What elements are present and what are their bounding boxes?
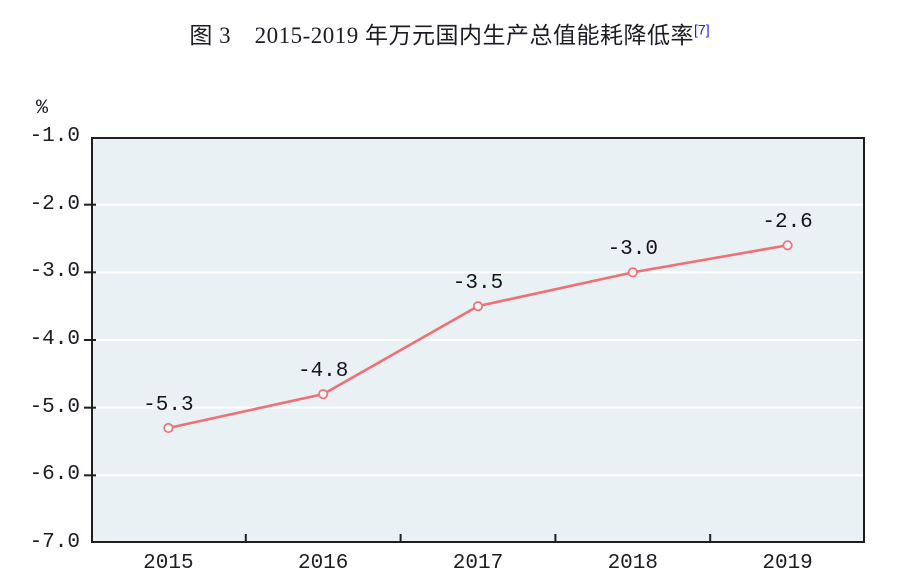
- data-point-label: -2.6: [762, 211, 813, 235]
- plot-area: [91, 137, 865, 543]
- data-point-label: -5.3: [143, 393, 194, 417]
- y-axis-unit-label: %: [35, 97, 48, 120]
- data-point-label: -3.5: [452, 272, 504, 296]
- y-axis-tick-label: -7.0: [29, 531, 80, 554]
- chart-title: 图 3 2015-2019 年万元国内生产总值能耗降低率[7]: [0, 16, 899, 50]
- y-axis-tick-label: -3.0: [29, 260, 80, 284]
- y-axis-tick-label: -1.0: [29, 125, 80, 148]
- x-axis-tick-label: 2019: [762, 552, 813, 575]
- y-axis-tick-label: -4.0: [29, 328, 80, 351]
- chart-title-text: 图 3 2015-2019 年万元国内生产总值能耗降低率: [189, 23, 695, 48]
- x-axis-tick-label: 2016: [297, 552, 349, 575]
- x-axis-tick-label: 2017: [452, 552, 504, 575]
- chart-title-footnote-marker: [7]: [694, 21, 710, 38]
- x-axis-tick-label: 2015: [143, 552, 194, 575]
- x-axis-tick-label: 2018: [607, 552, 658, 575]
- y-axis-tick-label: -6.0: [29, 463, 80, 487]
- data-point-label: -3.0: [607, 238, 658, 262]
- data-point-label: -4.8: [297, 360, 349, 384]
- y-axis-tick-label: -5.0: [29, 395, 80, 419]
- y-axis-tick-label: -2.0: [29, 192, 80, 216]
